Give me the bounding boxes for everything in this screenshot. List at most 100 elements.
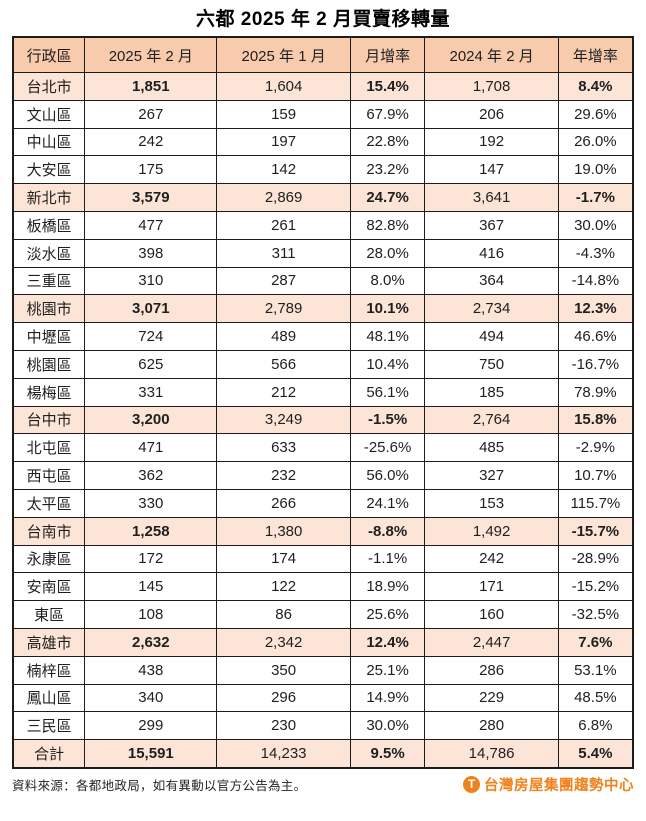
region-cell: 東區: [12, 600, 86, 629]
value-cell: 296: [216, 683, 351, 713]
header-cell-3: 月增率: [349, 36, 426, 73]
value-cell: 1,708: [424, 72, 559, 101]
region-cell: 文山區: [12, 99, 86, 129]
value-cell: 53.1%: [557, 655, 634, 685]
value-cell: 299: [84, 711, 218, 741]
table-row: 文山區 267 159 67.9% 206 29.6%: [12, 99, 634, 129]
region-cell: 新北市: [12, 183, 86, 212]
value-cell: 29.6%: [557, 99, 634, 129]
value-cell: 1,604: [216, 72, 351, 101]
table-row: 合計 15,591 14,233 9.5% 14,786 5.4%: [12, 739, 634, 769]
value-cell: 229: [424, 683, 559, 713]
table-row: 台南市 1,258 1,380 -8.8% 1,492 -15.7%: [12, 516, 634, 546]
value-cell: 330: [84, 488, 218, 518]
table-row: 台北市 1,851 1,604 15.4% 1,708 8.4%: [12, 72, 634, 101]
region-cell: 合計: [12, 739, 86, 769]
header-cell-5: 年增率: [557, 36, 634, 73]
value-cell: -16.7%: [557, 349, 634, 379]
value-cell: 362: [84, 461, 218, 490]
value-cell: -4.3%: [557, 238, 634, 268]
value-cell: 30.0%: [557, 210, 634, 240]
value-cell: 1,380: [216, 516, 351, 546]
table-header-row: 行政區 2025 年 2 月 2025 年 1 月月增率 2024 年 2 月年增率: [12, 36, 634, 73]
value-cell: 145: [84, 572, 218, 602]
brand-logo: T 台灣房屋集團趨勢中心: [463, 774, 634, 795]
data-source-note: 資料來源：各都地政局，如有異動以官方公告為主。: [12, 779, 307, 794]
value-cell: 340: [84, 683, 218, 713]
value-cell: 142: [216, 155, 351, 185]
table-row: 楊梅區 331 212 56.1% 185 78.9%: [12, 377, 634, 407]
value-cell: 56.1%: [349, 377, 426, 407]
table-row: 安南區 145 122 18.9% 171 -15.2%: [12, 572, 634, 602]
value-cell: 3,200: [84, 405, 218, 435]
value-cell: -1.7%: [557, 183, 634, 212]
value-cell: 2,447: [424, 627, 559, 657]
value-cell: 10.7%: [557, 461, 634, 490]
value-cell: 398: [84, 238, 218, 268]
table-body: 台北市 1,851 1,604 15.4% 1,708 8.4% 文山區 267 159 67.9…: [12, 72, 634, 769]
value-cell: 310: [84, 266, 218, 296]
value-cell: 724: [84, 322, 218, 351]
value-cell: 14,786: [424, 739, 559, 769]
value-cell: 160: [424, 600, 559, 629]
value-cell: 2,764: [424, 405, 559, 435]
value-cell: 9.5%: [349, 739, 426, 769]
table-row: 桃園市 3,071 2,789 10.1% 2,734 12.3%: [12, 294, 634, 324]
value-cell: 331: [84, 377, 218, 407]
region-cell: 北屯區: [12, 433, 86, 463]
header-cell-1: 2025 年 2 月: [84, 36, 218, 73]
value-cell: 261: [216, 210, 351, 240]
value-cell: 192: [424, 127, 559, 157]
header-cell-0: 行政區: [12, 36, 86, 73]
table-row: 淡水區 398 311 28.0% 416 -4.3%: [12, 238, 634, 268]
value-cell: 48.5%: [557, 683, 634, 713]
value-cell: 67.9%: [349, 99, 426, 129]
region-cell: 中壢區: [12, 322, 86, 351]
value-cell: 287: [216, 266, 351, 296]
footer: 資料來源：各都地政局，如有異動以官方公告為主。 T 台灣房屋集團趨勢中心: [12, 773, 634, 797]
value-cell: 18.9%: [349, 572, 426, 602]
value-cell: 28.0%: [349, 238, 426, 268]
value-cell: 416: [424, 238, 559, 268]
table-row: 北屯區 471 633 -25.6% 485 -2.9%: [12, 433, 634, 463]
table-row: 板橋區 477 261 82.8% 367 30.0%: [12, 210, 634, 240]
value-cell: 364: [424, 266, 559, 296]
value-cell: 7.6%: [557, 627, 634, 657]
value-cell: 206: [424, 99, 559, 129]
value-cell: -25.6%: [349, 433, 426, 463]
region-cell: 大安區: [12, 155, 86, 185]
region-cell: 中山區: [12, 127, 86, 157]
value-cell: 23.2%: [349, 155, 426, 185]
value-cell: 3,579: [84, 183, 218, 212]
value-cell: 2,342: [216, 627, 351, 657]
value-cell: 15,591: [84, 739, 218, 769]
region-cell: 三民區: [12, 711, 86, 741]
table-row: 高雄市 2,632 2,342 12.4% 2,447 7.6%: [12, 627, 634, 657]
value-cell: 1,851: [84, 72, 218, 101]
value-cell: 266: [216, 488, 351, 518]
value-cell: 12.4%: [349, 627, 426, 657]
value-cell: -15.7%: [557, 516, 634, 546]
value-cell: 2,869: [216, 183, 351, 212]
value-cell: 471: [84, 433, 218, 463]
table-row: 桃園區 625 566 10.4% 750 -16.7%: [12, 349, 634, 379]
transfer-volume-table: 行政區 2025 年 2 月 2025 年 1 月月增率 2024 年 2 月年增率 …: [12, 36, 634, 769]
value-cell: 14,233: [216, 739, 351, 769]
value-cell: 267: [84, 99, 218, 129]
value-cell: -15.2%: [557, 572, 634, 602]
value-cell: 122: [216, 572, 351, 602]
value-cell: 26.0%: [557, 127, 634, 157]
value-cell: 46.6%: [557, 322, 634, 351]
region-cell: 桃園市: [12, 294, 86, 324]
value-cell: 286: [424, 655, 559, 685]
value-cell: 2,632: [84, 627, 218, 657]
header-cell-2: 2025 年 1 月: [216, 36, 351, 73]
value-cell: 174: [216, 544, 351, 574]
region-cell: 安南區: [12, 572, 86, 602]
value-cell: -14.8%: [557, 266, 634, 296]
value-cell: 159: [216, 99, 351, 129]
table-row: 鳳山區 340 296 14.9% 229 48.5%: [12, 683, 634, 713]
value-cell: 10.4%: [349, 349, 426, 379]
value-cell: 242: [424, 544, 559, 574]
